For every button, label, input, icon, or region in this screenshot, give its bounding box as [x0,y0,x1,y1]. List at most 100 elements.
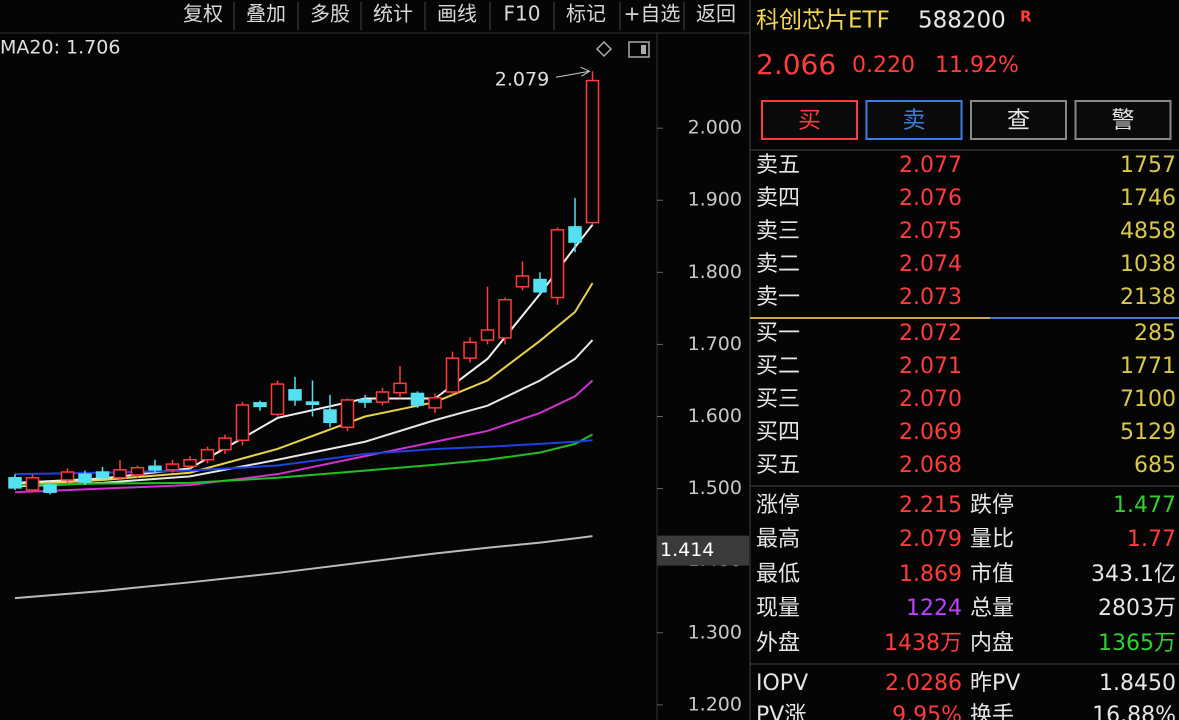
candle-body [428,397,442,409]
row-value: 2.072 [899,321,962,346]
row-volume: 2138 [1120,285,1176,310]
toolbar-button[interactable]: +自选 [624,2,681,26]
row-value: 2.073 [899,285,962,310]
candle-body [60,471,75,481]
row-label: 卖二 [756,252,800,277]
row-volume: 7100 [1120,387,1176,412]
row-value: 2.074 [899,252,962,277]
y-tick-label: 1.200 [688,693,742,715]
row-value: 2.0286 [885,671,962,696]
row-label: 买二 [756,354,800,379]
candle-body [218,437,232,451]
row-value: 1.477 [1113,493,1176,518]
row-label: 卖五 [756,153,800,178]
candle-body [515,275,530,288]
row-label: 卖四 [756,186,800,211]
high-annotation: 2.079 [495,69,549,91]
row-label: 买五 [756,453,800,478]
toolbar-button[interactable]: 多股 [310,2,350,26]
ma-line [14,535,593,600]
diamond-icon[interactable] [595,40,613,58]
action-button-label[interactable]: 卖 [903,108,926,134]
action-button[interactable] [761,100,858,140]
candle-body [323,409,337,424]
row-label: 市值 [970,562,1014,587]
candle-body [43,484,57,493]
stock-code: 588200 [918,8,1006,34]
toolbar-button[interactable]: 复权 [183,2,223,26]
row-label: PV涨 [756,703,806,720]
candle-body [305,401,320,406]
row-value: 343.1亿 [1091,562,1176,587]
candle-body [165,463,180,471]
row-label: 涨停 [756,493,800,518]
row-value: 2.070 [899,387,962,412]
toolbar-button[interactable]: 统计 [373,2,413,26]
candle-body [585,79,600,224]
candle-body [183,459,197,467]
action-button[interactable] [865,100,963,140]
ma-line [14,282,594,486]
candle-body [95,471,110,479]
y-tick-label: 1.800 [688,261,742,283]
candle-body [445,357,460,393]
action-button[interactable] [1074,100,1172,140]
row-label: 卖一 [756,285,800,310]
row-label: 买一 [756,321,800,346]
toolbar-button[interactable]: 返回 [696,2,736,26]
change: 0.220 [852,53,915,78]
row-value: 2.071 [899,354,962,379]
row-value: 1365万 [1098,631,1176,656]
toolbar-button[interactable]: 叠加 [246,2,286,26]
toolbar-button[interactable]: 标记 [566,2,606,26]
row-volume: 285 [1134,321,1176,346]
panel-icon[interactable] [628,41,650,58]
change-pct: 11.92% [935,53,1019,78]
row-volume: 685 [1134,453,1176,478]
candle-body [410,392,425,406]
candle-body [480,329,495,341]
row-value: 1.8450 [1099,671,1176,696]
y-tick-label: 2.000 [688,117,742,139]
toolbar-button[interactable]: 画线 [437,2,477,26]
y-tick-label: 1.700 [688,333,742,355]
row-value: 9.95% [892,703,962,720]
candle-body [113,469,127,479]
candle-body [340,399,355,429]
action-button-label[interactable]: 查 [1007,108,1030,134]
candle-body [130,466,145,476]
row-label: IOPV [756,671,808,696]
candle-body [200,448,215,461]
row-volume: 1746 [1120,186,1176,211]
annotation-arrow [555,70,590,78]
candle-body [375,391,390,403]
action-button-label[interactable]: 警 [1112,108,1135,134]
row-value: 2.069 [899,420,962,445]
candle-body [235,404,250,442]
panel-icon-fill [641,45,646,54]
row-volume: 5129 [1120,420,1176,445]
toolbar-button[interactable]: F10 [504,2,541,26]
row-label: 买四 [756,420,800,445]
action-button[interactable] [970,100,1067,140]
candle-body [8,477,22,489]
candle-body [463,341,477,359]
row-value: 2803万 [1098,596,1176,621]
candle-body [498,298,512,339]
cursor-price: 1.414 [660,539,714,561]
row-value: 2.215 [899,493,962,518]
annotation-arrowhead [580,66,591,77]
row-value: 1438万 [884,631,962,656]
y-tick-label: 1.300 [688,621,742,643]
row-label: 昨PV [970,671,1020,696]
row-volume: 1757 [1120,153,1176,178]
row-label: 现量 [756,596,800,621]
cursor-price-box [657,535,749,566]
row-label: 总量 [970,596,1014,621]
row-label: 量比 [970,527,1014,552]
row-value: 1.869 [899,562,962,587]
row-label: 买三 [756,387,800,412]
ma-line [14,439,593,476]
action-button-label[interactable]: 买 [798,108,821,134]
row-label: 卖三 [756,219,800,244]
